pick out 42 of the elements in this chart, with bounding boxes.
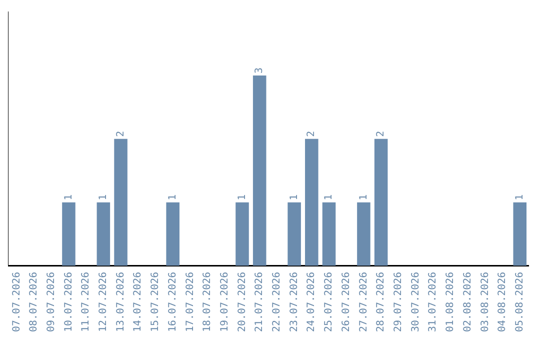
data-label: 1 — [514, 194, 526, 200]
x-tick-label: 07.07.2026 — [11, 272, 22, 332]
x-tick-label: 12.07.2026 — [98, 272, 110, 332]
x-tick-label: 01.08.2026 — [445, 272, 456, 332]
data-label: 2 — [115, 130, 126, 137]
x-tick-label: 27.07.2026 — [358, 272, 370, 332]
x-tick-label: 08.07.2026 — [28, 272, 40, 332]
x-tick-label: 15.07.2026 — [150, 272, 162, 332]
x-tick-label: 29.07.2026 — [393, 272, 404, 332]
data-label: 2 — [376, 130, 387, 137]
x-tick-label: 17.07.2026 — [184, 272, 196, 332]
x-tick-label: 02.08.2026 — [462, 272, 474, 332]
x-tick-label: 26.07.2026 — [340, 272, 352, 332]
x-tick-label: 05.08.2026 — [514, 272, 526, 332]
x-tick-label: 04.08.2026 — [497, 272, 508, 332]
x-tick-label: 25.07.2026 — [324, 272, 335, 332]
x-tick-label: 23.07.2026 — [288, 272, 300, 332]
x-tick-label: 28.07.2026 — [376, 272, 387, 332]
x-tick-label: 24.07.2026 — [306, 272, 318, 332]
data-label: 1 — [358, 194, 370, 200]
x-tick-label: 13.07.2026 — [115, 272, 126, 332]
data-label: 1 — [63, 194, 74, 200]
x-tick-label: 09.07.2026 — [46, 272, 57, 332]
x-tick-label: 14.07.2026 — [132, 272, 144, 332]
data-label: 1 — [98, 194, 110, 200]
x-tick-label: 31.07.2026 — [428, 272, 439, 332]
data-label: 3 — [254, 67, 266, 74]
data-label: 1 — [167, 194, 178, 200]
x-tick-label: 22.07.2026 — [272, 272, 283, 332]
data-label: 2 — [306, 130, 318, 137]
x-tick-label: 03.08.2026 — [480, 272, 491, 332]
x-tick-label: 10.07.2026 — [63, 272, 74, 332]
x-tick-label: 30.07.2026 — [410, 272, 422, 332]
x-tick-label: 19.07.2026 — [219, 272, 230, 332]
data-label: 1 — [324, 194, 335, 200]
x-tick-label: 18.07.2026 — [202, 272, 214, 332]
data-label: 1 — [236, 194, 248, 200]
x-tick-label: 20.07.2026 — [236, 272, 248, 332]
x-tick-label: 21.07.2026 — [254, 272, 266, 332]
x-tick-label: 16.07.2026 — [167, 272, 178, 332]
x-tick-label: 11.07.2026 — [80, 272, 92, 332]
data-label: 1 — [288, 194, 300, 200]
